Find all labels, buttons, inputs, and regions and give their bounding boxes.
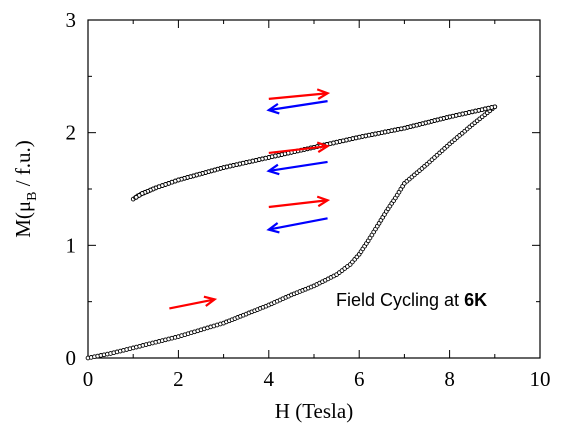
- direction-arrow: [266, 160, 328, 176]
- arrow-head: [266, 102, 280, 115]
- arrow-shaft: [268, 217, 328, 231]
- arrow-head: [266, 163, 280, 176]
- arrow-head: [203, 295, 218, 307]
- direction-arrows: [169, 88, 331, 310]
- arrow-shaft: [169, 298, 215, 310]
- ticks: 0 2 4 6 8 10 0 1 2 3: [66, 8, 551, 391]
- y-axis-label-sub: B: [25, 192, 40, 201]
- arrow-head: [316, 195, 331, 208]
- y-tick-label: 2: [66, 121, 77, 145]
- x-axis-label: H (Tesla): [275, 399, 353, 423]
- x-tick-label: 2: [173, 367, 184, 391]
- data-points: [85, 104, 498, 361]
- arrow-head: [316, 88, 331, 100]
- arrow-shaft: [268, 145, 328, 155]
- arrow-shaft: [268, 100, 328, 112]
- x-tick-label: 4: [264, 367, 275, 391]
- y-axis-label-main: M(μ: [11, 201, 35, 238]
- x-tick-label: 0: [83, 367, 94, 391]
- x-tick-label: 10: [530, 367, 551, 391]
- plot-area: 0 2 4 6 8 10 0 1 2 3: [66, 8, 551, 391]
- y-axis-label-text: M(μB / f.u.): [11, 140, 40, 238]
- x-tick-label: 8: [444, 367, 455, 391]
- direction-arrow: [268, 195, 331, 209]
- y-tick-label: 1: [66, 233, 77, 257]
- y-axis-label: M(μB / f.u.): [11, 140, 40, 238]
- direction-arrow: [266, 100, 328, 115]
- direction-arrow: [268, 88, 331, 100]
- arrow-head: [316, 141, 331, 154]
- y-axis-label-rest: / f.u.): [11, 140, 35, 191]
- direction-arrow: [169, 295, 218, 310]
- arrow-shaft: [268, 160, 328, 173]
- arrow-shaft: [268, 92, 328, 100]
- annotation-temperature: 6K: [464, 290, 487, 310]
- annotation-text: Field Cycling at: [336, 290, 464, 310]
- y-tick-label: 0: [66, 346, 77, 370]
- y-tick-label: 3: [66, 8, 77, 32]
- data-point: [133, 194, 139, 200]
- arrow-head: [266, 222, 280, 234]
- annotation: Field Cycling at 6K: [336, 290, 487, 310]
- arrow-shaft: [268, 199, 328, 209]
- direction-arrow: [268, 141, 331, 155]
- direction-arrow: [266, 217, 328, 234]
- x-tick-label: 6: [354, 367, 365, 391]
